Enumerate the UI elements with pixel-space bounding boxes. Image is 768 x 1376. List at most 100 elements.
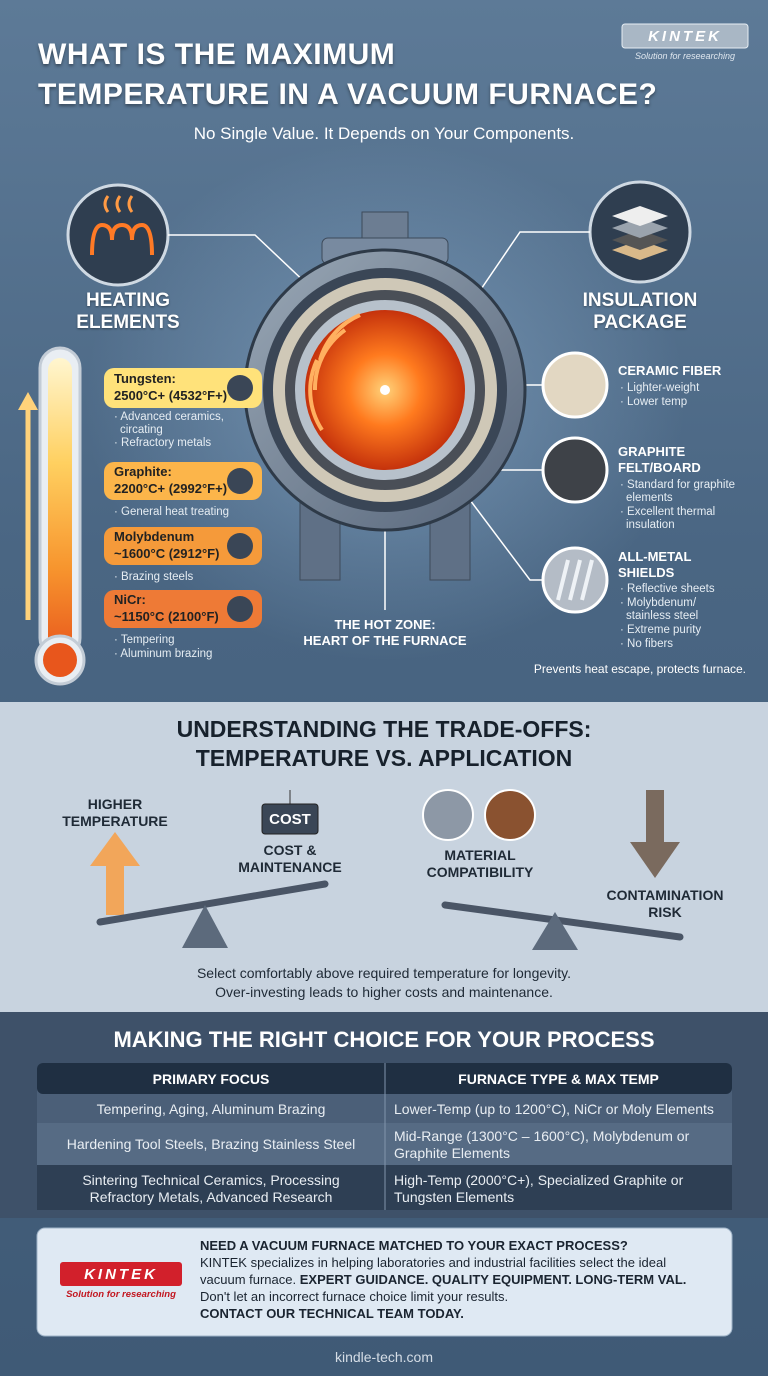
seesaw-pivot (182, 905, 228, 948)
table-cell: Mid-Range (1300°C – 1600°C), Molybdenum … (394, 1128, 690, 1144)
up-arrow-head (90, 832, 140, 866)
title: TEMPERATURE IN A VACUUM FURNACE? (38, 78, 658, 111)
element-use: · Tempering (114, 634, 175, 646)
cta-text: vacuum furnace. EXPERT GUIDANCE. QUALITY… (200, 1272, 687, 1288)
logo-tagline: Solution for reseearching (634, 51, 736, 61)
cta-logo: KINTEK (84, 1266, 158, 1283)
element-use: · Brazing steels (114, 571, 194, 583)
element-name: Tungsten: (114, 371, 176, 386)
seesaw-pivot (532, 912, 578, 950)
down-arrow-head (630, 842, 680, 878)
heating-title: HEATING (85, 290, 171, 311)
table-cell: Graphite Elements (394, 1145, 510, 1161)
cta-logo-box (60, 1262, 182, 1286)
subtitle: No Single Value. It Depends on Your Comp… (193, 124, 575, 143)
dot (380, 385, 390, 395)
pill (104, 527, 262, 565)
table-cell: Lower-Temp (up to 1200°C), NiCr or Moly … (394, 1101, 714, 1117)
material-point: insulation (626, 519, 675, 531)
material-name: SHIELDS (618, 565, 675, 580)
element-temp: 2200°C+ (2992°F+) (114, 481, 228, 496)
coil (90, 222, 154, 256)
material-name: GRAPHITE (618, 444, 686, 459)
pill-icon (227, 375, 253, 401)
choice-title: MAKING THE RIGHT CHOICE FOR YOUR PROCESS (113, 1027, 655, 1052)
material-point: · No fibers (620, 638, 674, 650)
material-point: stainless steel (626, 610, 699, 622)
cta-tagline: Solution for researching (66, 1289, 176, 1300)
title: WHAT IS THE MAXIMUM (38, 38, 396, 71)
element-temp: 2500°C+ (4532°F+) (114, 388, 228, 403)
cta-text: KINTEK specializes in helping laboratori… (200, 1255, 667, 1270)
ceramic-fiber-icon (541, 351, 609, 419)
logo-box (621, 23, 749, 49)
element-temp: ~1600°C (2912°F) (114, 546, 220, 561)
cta-box (36, 1227, 733, 1337)
table-cell: Sintering Technical Ceramics, Processing (82, 1172, 340, 1188)
tradeoff-label: MATERIAL (444, 847, 516, 863)
element-name: Graphite: (114, 464, 172, 479)
element-temp: ~1150°C (2100°F) (114, 609, 219, 624)
table-cell: Refractory Metals, Advanced Research (89, 1189, 333, 1205)
hot-zone-label: HEART OF THE FURNACE (303, 633, 467, 648)
material-point: · Extreme purity (620, 624, 702, 636)
material-name: ALL-METAL (618, 549, 692, 564)
insulation-title: INSULATION (582, 290, 698, 311)
pill (104, 368, 262, 408)
cta-emphasis: EXPERT GUIDANCE. QUALITY EQUIPMENT. LONG… (299, 1272, 687, 1287)
bulb-fill (43, 643, 77, 677)
table-header: PRIMARY FOCUS (152, 1071, 270, 1087)
layer (612, 230, 668, 250)
cta-heading: NEED A VACUUM FURNACE MATCHED TO YOUR EX… (200, 1238, 628, 1253)
table-cell: Tungsten Elements (394, 1189, 515, 1205)
footer-link: kindle-tech.com (334, 1349, 434, 1365)
tradeoff-label: COST & (263, 842, 317, 858)
table-cell: High-Temp (2000°C+), Specialized Graphit… (394, 1172, 684, 1188)
hot-zone-label: THE HOT ZONE: (334, 617, 436, 632)
cta-contact: CONTACT OUR TECHNICAL TEAM TODAY. (200, 1306, 464, 1321)
material-point: · Standard for graphite (620, 479, 736, 491)
pill (104, 590, 262, 628)
heat-waves (103, 195, 134, 213)
element-name: Molybdenum (114, 529, 195, 544)
layer (612, 218, 668, 238)
table-header: FURNACE TYPE & MAX TEMP (458, 1071, 659, 1087)
layer (612, 206, 668, 226)
heating-title: ELEMENTS (76, 312, 180, 333)
insulation-title: PACKAGE (593, 312, 687, 333)
material-name: FELT/BOARD (618, 460, 701, 475)
sheets (556, 559, 594, 601)
cta-text: Don't let an incorrect furnace choice li… (200, 1289, 509, 1304)
temp-arrow-head (18, 392, 38, 410)
tradeoffs-title: UNDERSTANDING THE TRADE-OFFS: (176, 716, 592, 742)
cost-sign (261, 803, 319, 835)
material-point: · Lighter-weight (620, 382, 700, 394)
element-use: · Refractory metals (114, 437, 212, 449)
tradeoff-note: Over-investing leads to higher costs and… (215, 984, 553, 1000)
material-icon (484, 789, 536, 841)
logo: KINTEK (648, 28, 722, 45)
tradeoff-label: MAINTENANCE (238, 859, 342, 875)
tradeoff-label: HIGHER (87, 796, 143, 812)
tradeoffs-title: TEMPERATURE VS. APPLICATION (195, 745, 573, 771)
material-point: elements (626, 492, 673, 504)
thermometer-fill (48, 358, 72, 658)
graphite-icon (541, 436, 609, 504)
tradeoff-label: TEMPERATURE (62, 813, 168, 829)
pill-icon (227, 596, 253, 622)
element-use: · General heat treating (114, 506, 230, 518)
pill-icon (227, 533, 253, 559)
tradeoff-label: RISK (648, 904, 682, 920)
material-icon (422, 789, 474, 841)
material-point: · Excellent thermal (620, 506, 716, 518)
seesaw-beam (96, 880, 329, 926)
seesaw-beam (441, 901, 684, 941)
element-coil (308, 313, 361, 432)
element-name: NiCr: (114, 592, 146, 607)
material-name: CERAMIC FIBER (618, 363, 722, 378)
element-use: · Advanced ceramics, (114, 411, 224, 423)
element-use: · Aluminum brazing (114, 648, 213, 660)
material-point: · Molybdenum/ (620, 597, 697, 609)
tradeoff-label: CONTAMINATION (606, 887, 724, 903)
